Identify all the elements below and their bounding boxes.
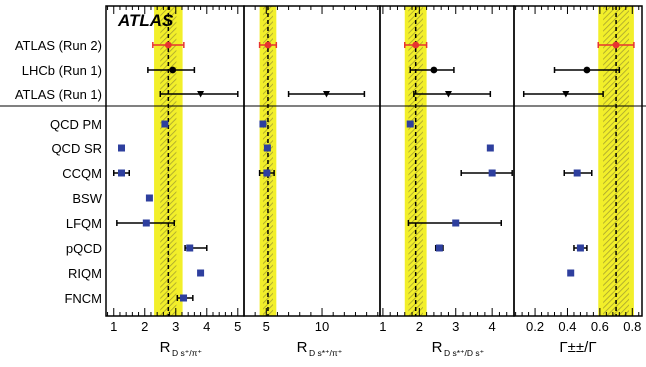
theory-point bbox=[263, 144, 271, 152]
axis-title: R bbox=[160, 339, 171, 356]
panel-frame bbox=[513, 5, 643, 317]
panel-rdsstds: 1 2 3 4 R D s*⁺/D s⁺ bbox=[379, 5, 515, 358]
tick-label: 5 bbox=[234, 319, 241, 334]
theory-point bbox=[118, 144, 126, 152]
panel-gammaratio: 0.2 0.4 0.6 0.8 Γ±±/Γ bbox=[513, 5, 643, 356]
tick-label: 0.6 bbox=[591, 319, 609, 334]
axis-title: Γ±±/Γ bbox=[559, 339, 596, 356]
row-label: LHCb (Run 1) bbox=[22, 63, 102, 78]
panels-layer: 1 2 3 4 5R D s⁺/π⁺5 10R D s*⁺/π⁺1 2 3 4R D s*⁺/D s⁺… bbox=[0, 5, 646, 358]
atlas-run2-point bbox=[612, 41, 620, 49]
row-label: QCD PM bbox=[50, 117, 102, 132]
theory-point bbox=[259, 120, 267, 128]
theory-point bbox=[142, 219, 150, 227]
lhcb-run1-point bbox=[583, 66, 591, 74]
theory-point bbox=[576, 244, 584, 252]
row-label: ATLAS (Run 1) bbox=[15, 87, 102, 102]
theory-point bbox=[486, 144, 494, 152]
row-label: BSW bbox=[72, 191, 102, 206]
atlas-run2-point bbox=[412, 41, 420, 49]
row-labels: ATLAS (Run 2) LHCb (Run 1) ATLAS (Run 1) QC… bbox=[15, 38, 103, 306]
row-label: pQCD bbox=[66, 241, 102, 256]
panel-frame bbox=[379, 5, 515, 317]
row-label: RIQM bbox=[68, 266, 102, 281]
tick-label: 4 bbox=[203, 319, 210, 334]
tick-label: 0.4 bbox=[558, 319, 576, 334]
theory-point bbox=[567, 269, 575, 277]
axis-title-subscript: D s*⁺/D s⁺ bbox=[444, 348, 484, 358]
atlas-run1-point bbox=[444, 91, 452, 98]
atlas-run1-point bbox=[197, 91, 205, 98]
theory-point bbox=[180, 294, 188, 302]
tick-label: 0.2 bbox=[526, 319, 544, 334]
panel-rdspi: 1 2 3 4 5 R D s⁺/π⁺ bbox=[105, 5, 245, 358]
tick-label: 10 bbox=[315, 319, 329, 334]
row-label: ATLAS (Run 2) bbox=[15, 38, 102, 53]
theory-point bbox=[118, 169, 126, 177]
theory-point bbox=[488, 169, 496, 177]
atlas-run2-point bbox=[164, 41, 172, 49]
theory-point bbox=[435, 244, 443, 252]
theory-point bbox=[197, 269, 205, 277]
theory-point bbox=[573, 169, 581, 177]
lhcb-run1-point bbox=[430, 66, 438, 74]
tick-label: 4 bbox=[489, 319, 496, 334]
theory-point bbox=[186, 244, 194, 252]
theory-point bbox=[263, 169, 271, 177]
tick-label: 3 bbox=[452, 319, 459, 334]
row-label: QCD SR bbox=[51, 141, 102, 156]
theory-point bbox=[145, 194, 153, 202]
tick-label: 5 bbox=[263, 319, 270, 334]
atlas-run1-point bbox=[562, 91, 570, 98]
lhcb-run1-point bbox=[169, 66, 177, 74]
atlas-run1-point bbox=[322, 91, 330, 98]
row-label: LFQM bbox=[66, 216, 102, 231]
tick-label: 1 bbox=[379, 319, 386, 334]
axis-title-subscript: D s*⁺/π⁺ bbox=[309, 348, 342, 358]
theory-point bbox=[406, 120, 414, 128]
tick-label: 2 bbox=[416, 319, 423, 334]
axis-title: R bbox=[432, 339, 443, 356]
tick-label: 2 bbox=[141, 319, 148, 334]
atlas-run2-point bbox=[264, 41, 272, 49]
axis-title: R bbox=[297, 339, 308, 356]
axis-title-subscript: D s⁺/π⁺ bbox=[172, 348, 202, 358]
tick-label: 1 bbox=[110, 319, 117, 334]
tick-label: 0.8 bbox=[623, 319, 641, 334]
tick-label: 3 bbox=[172, 319, 179, 334]
theory-point bbox=[161, 120, 169, 128]
panel-rdsstpi: 5 10 R D s*⁺/π⁺ bbox=[243, 5, 381, 358]
theory-point bbox=[452, 219, 460, 227]
atlas-banner: ATLAS bbox=[117, 11, 174, 30]
row-label: FNCM bbox=[64, 291, 102, 306]
row-label: CCQM bbox=[62, 166, 102, 181]
